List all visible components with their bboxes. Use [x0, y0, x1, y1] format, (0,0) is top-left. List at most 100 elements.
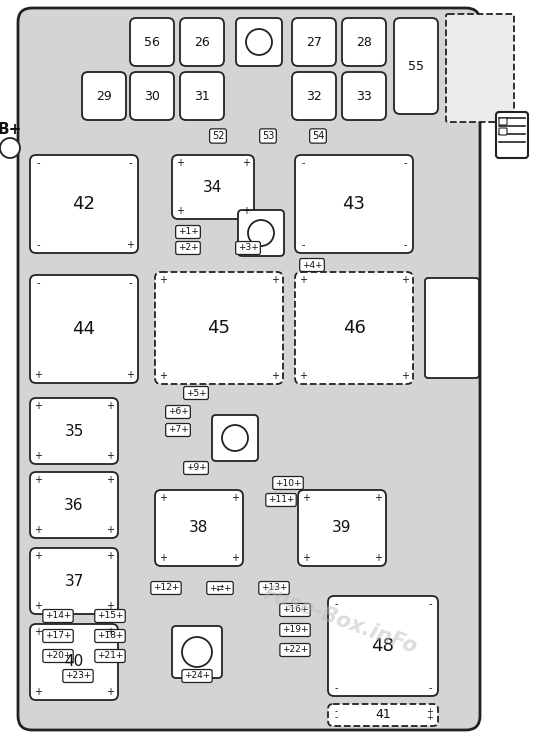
Text: +21+: +21+ — [97, 651, 123, 661]
Text: 56: 56 — [144, 36, 160, 49]
Text: +22+: +22+ — [282, 645, 308, 654]
Text: +: + — [106, 601, 114, 611]
Text: +: + — [106, 627, 114, 637]
Text: +: + — [271, 371, 279, 381]
Text: +: + — [176, 158, 184, 168]
FancyBboxPatch shape — [342, 18, 386, 66]
Text: -: - — [428, 599, 432, 609]
Text: 37: 37 — [64, 574, 84, 588]
FancyBboxPatch shape — [172, 155, 254, 219]
Text: +: + — [242, 206, 250, 216]
Text: +: + — [106, 687, 114, 697]
Circle shape — [182, 637, 212, 667]
Text: 39: 39 — [332, 520, 352, 536]
Text: +: + — [242, 158, 250, 168]
Text: +11+: +11+ — [268, 496, 294, 505]
Text: +: + — [106, 401, 114, 411]
Text: -: - — [36, 278, 40, 288]
Text: +: + — [106, 451, 114, 461]
FancyBboxPatch shape — [238, 210, 284, 256]
FancyBboxPatch shape — [328, 596, 438, 696]
Text: 41: 41 — [375, 708, 391, 722]
Text: -: - — [36, 158, 40, 168]
FancyBboxPatch shape — [30, 624, 118, 700]
FancyBboxPatch shape — [30, 275, 138, 383]
Text: +1+: +1+ — [178, 227, 199, 237]
Text: +: + — [106, 551, 114, 561]
Text: +: + — [34, 451, 42, 461]
Text: -: - — [334, 599, 338, 609]
FancyBboxPatch shape — [30, 472, 118, 538]
Text: +12+: +12+ — [153, 584, 179, 593]
Text: +24+: +24+ — [184, 671, 210, 681]
Text: +: + — [374, 493, 382, 503]
FancyBboxPatch shape — [30, 548, 118, 614]
Text: +: + — [427, 713, 433, 722]
Text: 34: 34 — [204, 180, 223, 195]
Text: -: - — [301, 158, 305, 168]
Text: 42: 42 — [73, 195, 96, 213]
FancyBboxPatch shape — [499, 118, 507, 125]
Circle shape — [222, 425, 248, 451]
Text: +: + — [106, 475, 114, 485]
Text: +: + — [401, 275, 409, 285]
Text: +: + — [302, 553, 310, 563]
Text: +: + — [176, 206, 184, 216]
Text: 53: 53 — [262, 131, 274, 141]
Text: +7+: +7+ — [168, 425, 188, 434]
FancyBboxPatch shape — [499, 128, 507, 135]
Text: +5+: +5+ — [186, 388, 206, 397]
Text: +: + — [34, 601, 42, 611]
Text: +: + — [34, 551, 42, 561]
FancyBboxPatch shape — [30, 398, 118, 464]
FancyBboxPatch shape — [18, 8, 480, 730]
Text: +: + — [427, 707, 433, 716]
FancyBboxPatch shape — [295, 155, 413, 253]
Circle shape — [0, 138, 20, 158]
Text: +: + — [231, 553, 239, 563]
Text: +18+: +18+ — [97, 631, 123, 641]
Text: 30: 30 — [144, 90, 160, 103]
Text: +23+: +23+ — [65, 671, 91, 681]
FancyBboxPatch shape — [130, 18, 174, 66]
FancyBboxPatch shape — [298, 490, 386, 566]
Text: +: + — [231, 493, 239, 503]
FancyBboxPatch shape — [130, 72, 174, 120]
Text: +: + — [374, 553, 382, 563]
Text: -: - — [36, 240, 40, 250]
Text: 52: 52 — [212, 131, 224, 141]
Text: -: - — [334, 707, 338, 716]
Text: -: - — [403, 158, 407, 168]
Text: -: - — [428, 683, 432, 693]
Text: +16+: +16+ — [282, 605, 308, 614]
Text: +: + — [271, 275, 279, 285]
Text: +: + — [401, 371, 409, 381]
Text: 28: 28 — [356, 36, 372, 49]
Text: +: + — [299, 275, 307, 285]
Text: Fuse-Box.inFo: Fuse-Box.inFo — [260, 582, 420, 657]
Text: 55: 55 — [408, 59, 424, 73]
FancyBboxPatch shape — [394, 18, 438, 114]
FancyBboxPatch shape — [180, 18, 224, 66]
FancyBboxPatch shape — [328, 704, 438, 726]
Text: +: + — [159, 275, 167, 285]
FancyBboxPatch shape — [212, 415, 258, 461]
FancyBboxPatch shape — [295, 272, 413, 384]
Text: +: + — [126, 240, 134, 250]
Text: +13+: +13+ — [261, 584, 287, 593]
Text: -: - — [334, 683, 338, 693]
Text: +6+: +6+ — [168, 408, 188, 417]
FancyBboxPatch shape — [30, 155, 138, 253]
Text: +: + — [34, 370, 42, 380]
FancyBboxPatch shape — [446, 14, 514, 122]
Text: +: + — [34, 475, 42, 485]
Text: +15+: +15+ — [97, 611, 123, 621]
Text: +: + — [302, 493, 310, 503]
Text: +: + — [34, 687, 42, 697]
Text: 44: 44 — [73, 320, 96, 338]
Text: +3+: +3+ — [238, 243, 258, 252]
Text: 27: 27 — [306, 36, 322, 49]
Text: +: + — [159, 553, 167, 563]
Text: -: - — [334, 713, 338, 722]
Text: 31: 31 — [194, 90, 210, 103]
